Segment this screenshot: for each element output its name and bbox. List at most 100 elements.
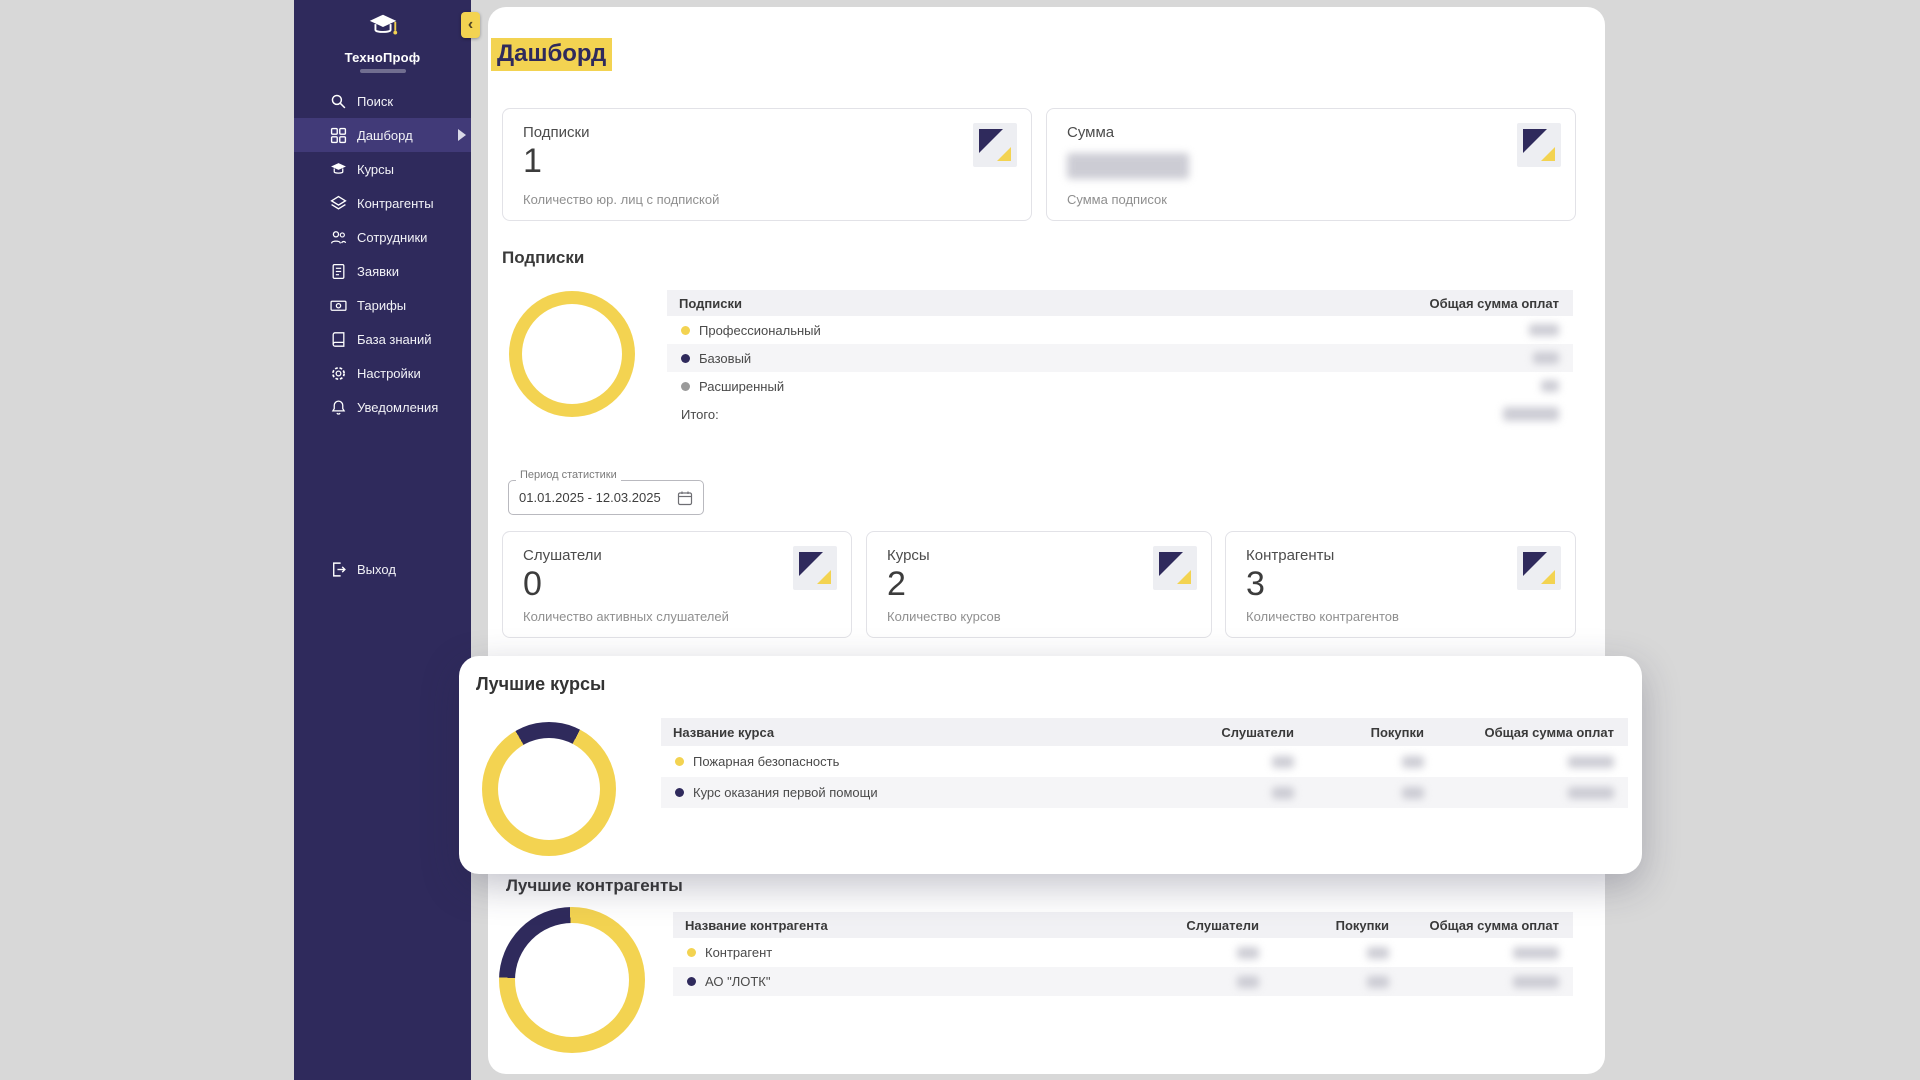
table-header-row: Подписки Общая сумма оплат: [667, 290, 1573, 316]
card-subtitle: Количество активных слушателей: [523, 609, 729, 624]
row-label: Профессиональный: [699, 322, 821, 338]
column-header: Общая сумма оплат: [1484, 724, 1614, 740]
best-courses-card: Лучшие курсы Название курса Слушатели По…: [459, 656, 1642, 874]
sidebar-item-label: Уведомления: [357, 399, 439, 415]
book-icon: [330, 331, 347, 348]
courses-donut-chart: [482, 722, 616, 856]
blurred-value: [1367, 975, 1389, 988]
card-subtitle: Количество юр. лиц с подпиской: [523, 192, 720, 207]
sidebar-item-courses[interactable]: Курсы: [294, 152, 471, 186]
blurred-value: [1568, 755, 1614, 768]
column-header: Покупки: [1335, 917, 1389, 933]
blurred-value: [1503, 407, 1559, 421]
row-label: Контрагент: [705, 945, 773, 960]
column-header: Подписки: [679, 295, 742, 311]
sidebar-item-counterparties[interactable]: Контрагенты: [294, 186, 471, 220]
card-title: Контрагенты: [1246, 547, 1335, 564]
sidebar-item-employees[interactable]: Сотрудники: [294, 220, 471, 254]
corner-triangles-icon: [1517, 123, 1561, 167]
sidebar-item-requests[interactable]: Заявки: [294, 254, 471, 288]
logout-section: Выход: [294, 552, 471, 586]
best-counterparties-table: Название контрагента Слушатели Покупки О…: [673, 912, 1573, 996]
sidebar-item-settings[interactable]: Настройки: [294, 356, 471, 390]
sidebar-nav: Поиск Дашборд Курсы Контрагенты Сотрудни…: [294, 84, 471, 424]
section-title-best-courses: Лучшие курсы: [476, 674, 606, 694]
table-row: АО "ЛОТК": [673, 967, 1573, 996]
blurred-value: [1272, 755, 1294, 768]
donut-hole: [522, 304, 622, 404]
gear-icon: [330, 365, 347, 382]
legend-dot: [675, 788, 684, 797]
layers-icon: [330, 195, 347, 212]
stat-card-counterparties: Контрагенты 3 Количество контрагентов: [1225, 531, 1576, 638]
sidebar-item-label: Тарифы: [357, 297, 407, 313]
sidebar-item-knowledge-base[interactable]: База знаний: [294, 322, 471, 356]
legend-dot: [687, 948, 696, 957]
row-label: Базовый: [699, 350, 752, 366]
stat-card-subscriptions: Подписки 1 Количество юр. лиц с подписко…: [502, 108, 1032, 221]
sidebar-item-label: База знаний: [357, 331, 432, 347]
blurred-value: [1237, 975, 1259, 988]
legend-dot: [681, 325, 690, 335]
column-header: Общая сумма оплат: [1429, 917, 1559, 933]
sidebar-item-label: Заявки: [357, 263, 399, 279]
logout-button[interactable]: Выход: [294, 552, 471, 586]
graduation-cap-icon: [330, 161, 347, 178]
column-header: Название контрагента: [685, 917, 828, 933]
period-date-range-field[interactable]: [508, 480, 704, 515]
counterparties-donut-chart: [499, 907, 645, 1053]
sidebar: ТехноПроф Поиск Дашборд Курсы Контрагент…: [294, 0, 471, 1080]
total-label: Итого:: [681, 406, 719, 422]
blurred-value: [1272, 786, 1294, 799]
calendar-icon[interactable]: [677, 490, 693, 506]
sidebar-item-label: Дашборд: [357, 127, 413, 143]
table-header-row: Название контрагента Слушатели Покупки О…: [673, 912, 1573, 938]
column-header: Слушатели: [1186, 917, 1259, 933]
table-row: Контрагент: [673, 938, 1573, 967]
sidebar-item-tariffs[interactable]: Тарифы: [294, 288, 471, 322]
column-header: Название курса: [673, 724, 775, 740]
people-icon: [330, 229, 347, 246]
blurred-value: [1402, 786, 1424, 799]
period-date-range-input[interactable]: [519, 490, 669, 505]
card-value: 1: [523, 142, 542, 180]
card-subtitle: Количество контрагентов: [1246, 609, 1399, 624]
table-row: Расширенный: [667, 372, 1573, 400]
corner-triangles-icon: [793, 546, 837, 590]
sidebar-item-label: Контрагенты: [357, 195, 434, 211]
blurred-value: [1367, 946, 1389, 959]
section-title-subscriptions: Подписки: [502, 248, 585, 267]
sidebar-item-search[interactable]: Поиск: [294, 84, 471, 118]
graduation-cap-icon: [364, 14, 402, 48]
sidebar-collapse-button[interactable]: ‹: [461, 12, 480, 38]
table-row: Базовый: [667, 344, 1573, 372]
stat-card-sum: Сумма Сумма подписок: [1046, 108, 1576, 221]
card-subtitle: Количество курсов: [887, 609, 1001, 624]
blurred-value: [1402, 755, 1424, 768]
sidebar-item-notifications[interactable]: Уведомления: [294, 390, 471, 424]
card-title: Сумма: [1067, 124, 1115, 141]
column-header: Покупки: [1370, 724, 1424, 740]
section-title-best-counterparties: Лучшие контрагенты: [506, 876, 683, 895]
card-title: Подписки: [523, 124, 590, 141]
logout-label: Выход: [357, 561, 396, 577]
best-courses-table: Название курса Слушатели Покупки Общая с…: [661, 718, 1628, 808]
banknote-icon: [330, 297, 347, 314]
row-label: Расширенный: [699, 378, 785, 394]
row-label: Пожарная безопасность: [693, 754, 840, 769]
legend-dot: [681, 381, 690, 391]
sidebar-item-label: Поиск: [357, 93, 394, 109]
page-title: Дашборд: [491, 38, 613, 71]
legend-dot: [681, 353, 690, 363]
period-field-label: Период статистики: [516, 469, 621, 481]
brand-subtext: [359, 69, 406, 73]
column-header: Слушатели: [1221, 724, 1294, 740]
card-title: Слушатели: [523, 547, 602, 564]
sidebar-item-dashboard[interactable]: Дашборд: [294, 118, 471, 152]
table-row: Курс оказания первой помощи: [661, 777, 1628, 808]
sidebar-item-label: Настройки: [357, 365, 421, 381]
stat-card-courses: Курсы 2 Количество курсов: [866, 531, 1212, 638]
column-header: Общая сумма оплат: [1429, 295, 1559, 311]
search-icon: [330, 93, 347, 110]
